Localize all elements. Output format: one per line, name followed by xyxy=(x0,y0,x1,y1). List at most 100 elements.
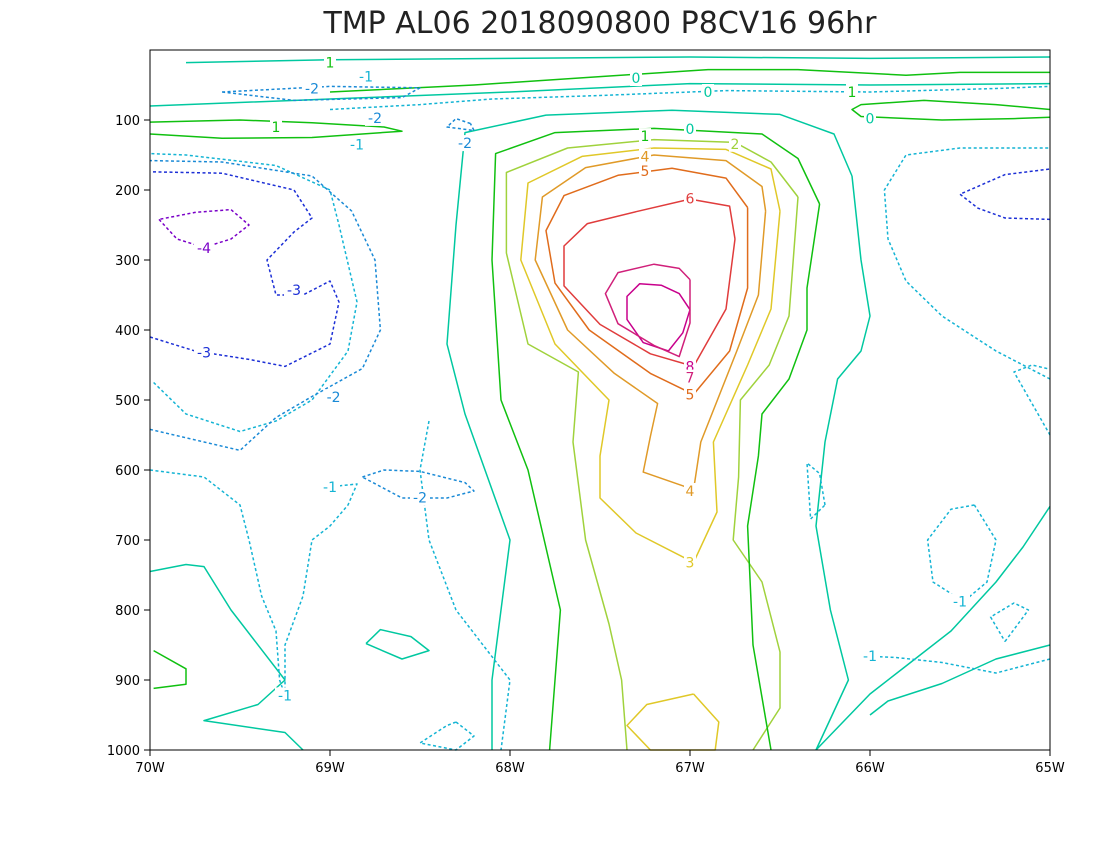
contour-label-25: -2 xyxy=(413,490,427,506)
contour-label-20: 8 xyxy=(686,359,695,375)
contour-label-11: 1 xyxy=(272,120,281,136)
contour-label-bg-3 xyxy=(302,80,322,97)
contour-line-0-20 xyxy=(365,628,430,660)
contour-label-22: 5 xyxy=(686,387,695,403)
contour-line-2-7 xyxy=(732,196,799,751)
chart-title: TMP AL06 2018090800 P8CV16 96hr xyxy=(322,6,877,41)
contour-line-1-10 xyxy=(491,127,821,751)
contour-label-7: -2 xyxy=(368,111,382,127)
y-tick-label-300: 300 xyxy=(115,254,140,269)
contour-label-1: -1 xyxy=(359,70,373,86)
y-tick-label-700: 700 xyxy=(115,534,140,549)
contour-label-19: -3 xyxy=(197,345,211,361)
contour-line--1-33 xyxy=(419,721,475,751)
x-tick-label-0: 70W xyxy=(135,761,165,776)
contour-label-26: -1 xyxy=(323,480,337,496)
contour-label-27: 3 xyxy=(686,555,695,571)
contour-line--4-41 xyxy=(158,208,250,249)
contour-label-bg-18 xyxy=(284,282,304,299)
contour-label-8: -1 xyxy=(350,138,364,154)
contour-label-bg-4 xyxy=(702,84,714,100)
contour-label-2: 0 xyxy=(632,71,641,87)
contour-label-bg-1 xyxy=(356,68,376,85)
contour-line-7-1 xyxy=(604,263,691,358)
contour-label-bg-6 xyxy=(864,110,876,127)
y-tick-label-900: 900 xyxy=(115,674,140,689)
contour-label-6: 0 xyxy=(866,112,875,128)
contour-label-bg-2 xyxy=(630,70,642,86)
x-tick-label-2: 68W xyxy=(495,761,525,776)
contour-line--1-25 xyxy=(149,469,286,696)
contour-line-0-19 xyxy=(869,644,1051,716)
contour-lines xyxy=(149,56,1051,751)
contour-label-28: -1 xyxy=(953,595,967,611)
contour-line-0-17 xyxy=(149,563,304,751)
contour-line-4-4 xyxy=(534,154,767,491)
x-tick-label-4: 66W xyxy=(855,761,885,776)
contour-label-bg-11 xyxy=(270,119,282,135)
contour-label-bg-17 xyxy=(194,240,214,257)
x-tick-label-5: 65W xyxy=(1035,761,1065,776)
contour-label-bg-19 xyxy=(194,344,214,361)
x-tick-label-3: 67W xyxy=(675,761,705,776)
contour-label-18: -3 xyxy=(287,283,301,299)
contour-line--1-26 xyxy=(284,483,358,696)
contour-label-bg-7 xyxy=(365,109,385,126)
contour-line-0-22 xyxy=(185,56,1051,64)
contour-line--2-37 xyxy=(446,117,475,132)
contour-label-23: -2 xyxy=(327,390,341,406)
x-axis: 70W 69W 68W 67W 66W 65W xyxy=(135,750,1065,776)
contour-label-15: 5 xyxy=(641,164,650,180)
y-tick-label-600: 600 xyxy=(115,464,140,479)
contour-line-1-13 xyxy=(329,68,1050,93)
contour-label-bg-13 xyxy=(729,135,741,152)
contour-label-30: -1 xyxy=(278,688,292,704)
y-tick-label-200: 200 xyxy=(115,184,140,199)
contour-line-1-9 xyxy=(746,203,821,751)
contour-line-0-15 xyxy=(815,175,871,751)
contour-label-bg-0 xyxy=(324,54,336,71)
contour-label-bg-25 xyxy=(410,489,430,506)
contour-label-bg-10 xyxy=(684,121,696,138)
contour-label-bg-24 xyxy=(684,483,696,499)
x-tick-label-1: 69W xyxy=(315,761,345,776)
y-tick-label-500: 500 xyxy=(115,394,140,409)
contour-label-5: 1 xyxy=(848,85,857,101)
contour-line--3-40 xyxy=(959,168,1051,221)
contour-label-bg-12 xyxy=(639,128,651,145)
contour-line-1-12 xyxy=(149,119,403,139)
y-axis: 100 200 300 400 500 600 700 800 900 1000 xyxy=(107,114,150,759)
contour-line-8-0 xyxy=(626,283,691,352)
contour-label-12: 1 xyxy=(641,129,650,145)
contour-line-3-5 xyxy=(520,147,781,564)
contour-line-0-16 xyxy=(446,109,853,750)
contour-label-bg-29 xyxy=(860,648,880,665)
contour-label-bg-9 xyxy=(455,135,475,152)
contour-label-17: -4 xyxy=(197,241,211,257)
contour-line-5-3 xyxy=(545,167,749,396)
contour-label-4: 0 xyxy=(704,85,713,101)
contour-line--2-36 xyxy=(362,469,475,499)
y-tick-label-100: 100 xyxy=(115,114,140,129)
y-tick-label-800: 800 xyxy=(115,604,140,619)
contour-label-bg-26 xyxy=(320,478,340,495)
contour-line-0-18 xyxy=(815,505,1051,751)
contour-line-1-11 xyxy=(153,649,187,690)
contour-label-3: -2 xyxy=(305,82,319,98)
contour-line--1-23 xyxy=(883,147,1051,380)
contour-label-bg-22 xyxy=(684,386,696,403)
y-tick-label-1000: 1000 xyxy=(107,744,140,759)
contour-label-bg-30 xyxy=(275,687,295,704)
contour-line--1-24 xyxy=(149,152,358,433)
contour-label-bg-27 xyxy=(684,554,696,571)
contour-line--1-29 xyxy=(926,504,997,603)
contour-label-bg-28 xyxy=(950,593,970,610)
contour-label-21: 7 xyxy=(686,371,695,387)
contour-label-29: -1 xyxy=(863,649,877,665)
contour-line--1-32 xyxy=(869,655,1051,674)
contour-line--1-34 xyxy=(329,85,1051,111)
contour-label-bg-5 xyxy=(846,84,858,100)
contour-label-16: 6 xyxy=(686,191,695,207)
